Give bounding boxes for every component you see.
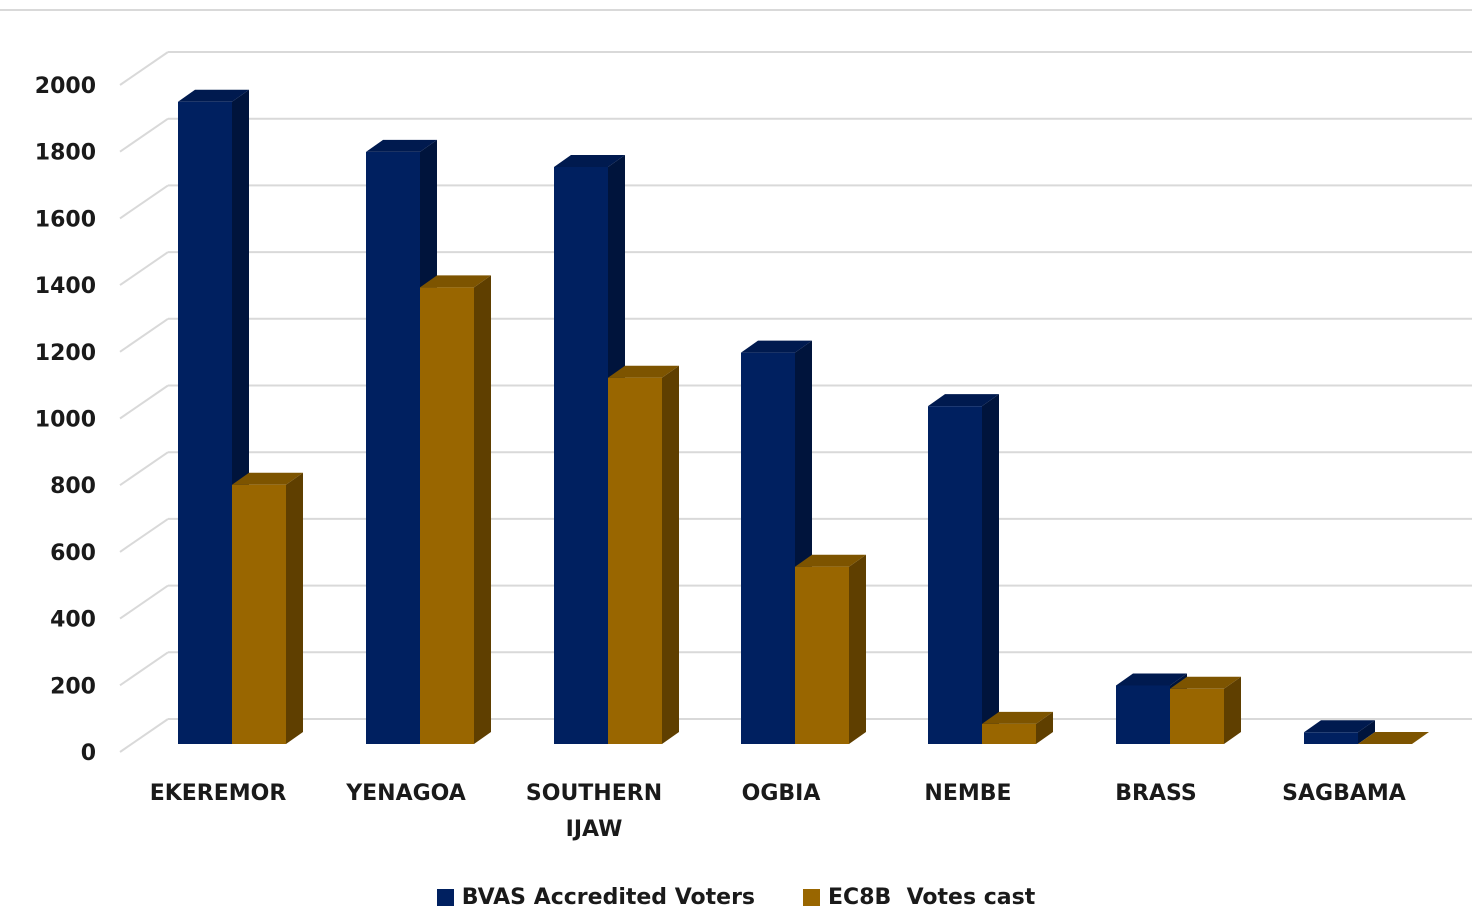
y-tick-label-2: 400 (50, 608, 96, 633)
bar-side-bvas-4 (982, 394, 999, 744)
y-tick-label-3: 600 (50, 541, 96, 566)
y-tick-label-9: 1800 (35, 141, 96, 166)
gridline-depth-8 (119, 184, 169, 220)
bar-top-ec8b-6 (1358, 732, 1429, 744)
bar-ec8b-ogbia (795, 566, 849, 744)
y-tick-label-7: 1400 (35, 274, 96, 299)
gridline-depth-0 (119, 718, 169, 753)
bar-ec8b-nembe (982, 723, 1036, 744)
y-tick-label-0: 0 (81, 741, 96, 766)
gridline-depth-3 (119, 518, 169, 553)
bar-side-ec8b-5 (1224, 676, 1241, 744)
bar-side-ec8b-2 (662, 365, 679, 744)
x-category-label-2: SOUTHERN IJAW (526, 781, 662, 842)
bar-top-bvas-4 (928, 394, 999, 407)
bar-top-bvas-3 (741, 340, 812, 353)
y-tick-label-4: 800 (50, 474, 96, 499)
x-category-label-1: YENAGOA (345, 781, 466, 806)
bar-side-ec8b-0 (286, 472, 303, 744)
y-tick-label-5: 1000 (35, 408, 96, 433)
bar-top-bvas-1 (366, 139, 437, 152)
x-category-label-0: EKEREMOR (150, 781, 287, 806)
y-tick-label-6: 1200 (35, 341, 96, 366)
bar-side-ec8b-3 (849, 554, 866, 744)
legend-label-bvas: BVAS Accredited Voters (461, 884, 756, 910)
gridline-depth-10 (119, 51, 169, 86)
y-tick-label-1: 200 (50, 674, 96, 699)
bar-ec8b-yenagoa (420, 287, 474, 744)
bar-bvas-nembe (928, 406, 982, 744)
gridline-depth-1 (119, 651, 169, 687)
bar-side-ec8b-1 (474, 275, 491, 744)
bar-top-ec8b-1 (420, 275, 491, 288)
legend-swatch-ec8b (803, 888, 821, 906)
legend-swatch-bvas (436, 888, 454, 906)
bar-bvas-ogbia (741, 352, 795, 744)
bar-side-ec8b-4 (1036, 711, 1053, 744)
gridline-depth-4 (119, 451, 169, 487)
legend-item-bvas: BVAS Accredited Voters (436, 884, 756, 910)
clustered-column-chart: 0 200 400 600 800 1000 1200 1400 1600 1800 2000 EKE… (35, 51, 1472, 842)
bar-top-ec8b-3 (795, 554, 866, 567)
x-category-label-3: OGBIA (742, 781, 821, 806)
legend-item-ec8b: EC8B Votes cast (803, 885, 1035, 910)
legend: BVAS Accredited Voters EC8B Votes cast (0, 882, 1472, 912)
legend-label-ec8b: EC8B Votes cast (828, 884, 1036, 910)
bar-top-ec8b-5 (1170, 676, 1241, 689)
bar-top-ec8b-0 (232, 472, 303, 485)
bar-bvas-southern-ijaw (554, 166, 608, 745)
bar-bvas-ekeremor (178, 101, 232, 744)
x-category-label-6: SAGBAMA (1282, 781, 1406, 806)
bar-bvas-sagbama (1304, 732, 1358, 744)
gridline-depth-6 (119, 317, 169, 353)
bar-bvas-yenagoa (366, 151, 420, 744)
bar-side-bvas-6 (1358, 720, 1375, 744)
y-tick-label-8: 1600 (35, 207, 96, 232)
top-border (0, 9, 1472, 11)
x-category-label-4: NEMBE (924, 781, 1011, 806)
bar-ec8b-southern-ijaw (608, 377, 662, 744)
bar-ec8b-ekeremor (232, 484, 286, 744)
bar-top-bvas-6 (1304, 720, 1375, 733)
x-category-label-5: BRASS (1115, 781, 1196, 806)
bar-top-bvas-5 (1116, 673, 1187, 686)
bar-ec8b-brass (1170, 688, 1224, 744)
gridline-depth-2 (119, 584, 169, 620)
gridline-depth-9 (119, 117, 169, 153)
bar-top-bvas-0 (178, 89, 249, 102)
y-tick-label-10: 2000 (35, 74, 96, 99)
bar-top-bvas-2 (554, 154, 625, 167)
bar-top-ec8b-2 (608, 365, 679, 378)
bar-bvas-brass (1116, 685, 1170, 744)
bar-top-ec8b-4 (982, 711, 1053, 724)
gridline-depth-7 (119, 251, 169, 286)
gridline-depth-5 (119, 384, 169, 420)
